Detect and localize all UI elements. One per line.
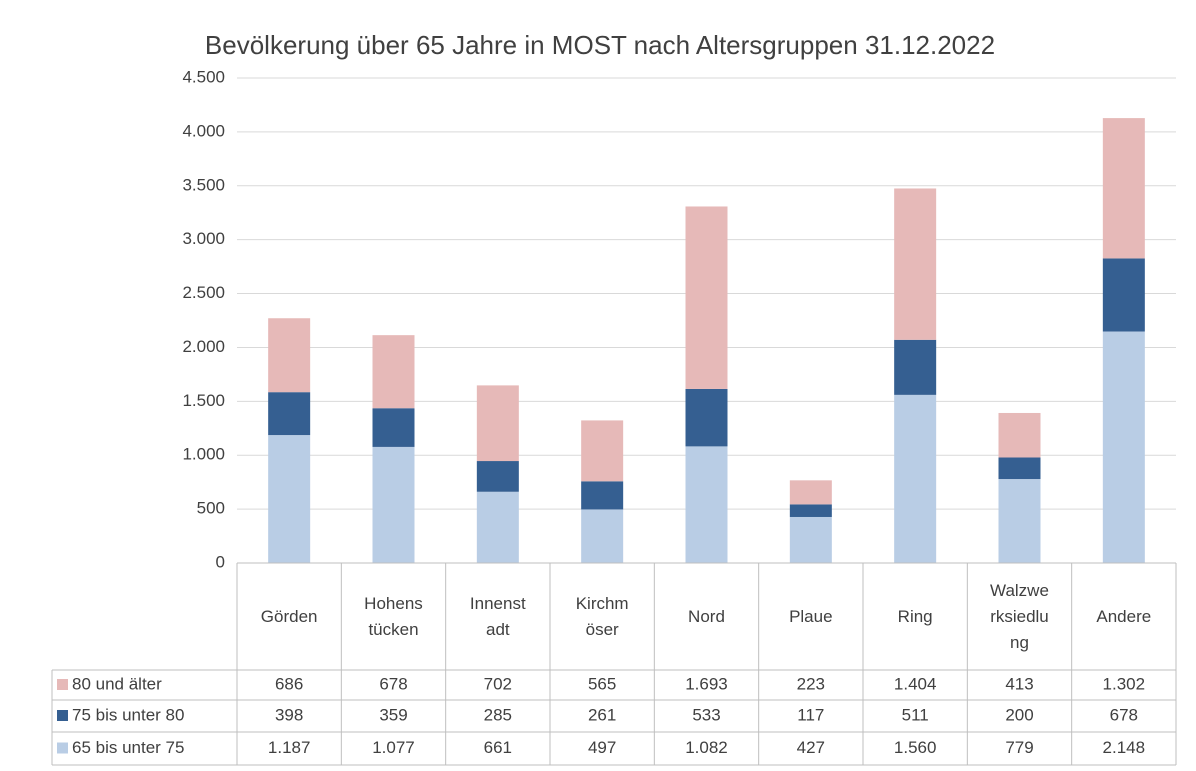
bar-segment [894, 339, 937, 395]
category-cell: Kirchmöser [550, 563, 654, 670]
bar-segment [998, 457, 1041, 480]
table-value: 533 [692, 705, 720, 724]
x-tick-label: Hohenstücken [364, 593, 423, 639]
table-value: 1.404 [894, 674, 937, 693]
table-value: 678 [379, 674, 407, 693]
x-tick-label: Görden [260, 606, 318, 626]
table-value: 779 [1005, 738, 1033, 757]
table-value: 702 [484, 674, 512, 693]
table-value: 1.693 [685, 674, 728, 693]
bar-segment [268, 392, 311, 436]
table-value: 511 [902, 705, 929, 724]
bar-segment [1102, 331, 1145, 563]
y-tick-label: 4.000 [182, 121, 225, 140]
category-cell: Walzwerksiedlung [967, 563, 1071, 670]
category-cell: Innenstadt [446, 563, 550, 670]
table-value: 359 [379, 705, 407, 724]
category-cell: Görden [237, 563, 341, 670]
category-cell: Andere [1072, 563, 1176, 670]
x-tick-label: Innenstadt [469, 593, 526, 639]
table-value: 200 [1005, 705, 1033, 724]
bar-segment [685, 206, 728, 389]
x-tick-label: Kirchmöser [575, 593, 629, 639]
bar-segment [894, 394, 937, 563]
x-tick-label: Nord [688, 606, 725, 626]
y-tick-label: 2.000 [182, 337, 225, 356]
table-value: 223 [797, 674, 825, 693]
chart-title: Bevölkerung über 65 Jahre in MOST nach A… [205, 30, 995, 60]
bar-segment [581, 481, 624, 510]
category-cell: Plaue [759, 563, 863, 670]
category-cell: Nord [654, 563, 758, 670]
table-value: 565 [588, 674, 616, 693]
category-cell: Innenstadt [446, 563, 550, 670]
bar-segment [789, 504, 832, 517]
bar-segment [476, 491, 519, 563]
x-tick-label: Andere [1096, 606, 1152, 626]
category-cell: Görden [237, 563, 341, 670]
bar-segment [268, 435, 311, 563]
y-tick-label: 500 [197, 499, 225, 518]
table-value: 261 [588, 705, 616, 724]
bar-segment [372, 408, 415, 447]
x-tick-label: Walzwerksiedlung [990, 580, 1049, 652]
legend-label: 75 bis unter 80 [72, 705, 184, 724]
y-tick-label: 1.500 [182, 391, 225, 410]
legend-swatch [57, 710, 68, 721]
table-value: 678 [1110, 705, 1138, 724]
legend-label: 65 bis unter 75 [72, 738, 184, 757]
category-cell: Ring [863, 563, 967, 670]
bar-segment [268, 318, 311, 393]
table-value: 285 [484, 705, 512, 724]
y-tick-label: 3.000 [182, 229, 225, 248]
bar-segment [894, 188, 937, 340]
bar-segment [476, 461, 519, 492]
category-cell: Plaue [759, 563, 863, 670]
bar-segment [372, 446, 415, 563]
category-cell: Hohenstücken [341, 563, 445, 670]
bar-segment [789, 516, 832, 563]
table-value: 2.148 [1103, 738, 1146, 757]
y-tick-label: 0 [216, 552, 225, 571]
y-tick-label: 4.500 [182, 67, 225, 86]
table-value: 398 [275, 705, 303, 724]
table-value: 117 [797, 705, 824, 724]
table-value: 661 [484, 738, 512, 757]
table-value: 497 [588, 738, 616, 757]
table-value: 1.187 [268, 738, 311, 757]
x-tick-label: Plaue [789, 606, 833, 626]
y-tick-label: 3.500 [182, 175, 225, 194]
legend-swatch [57, 742, 68, 754]
bar-segment [581, 509, 624, 563]
table-value: 1.560 [894, 738, 937, 757]
table-value: 686 [275, 674, 303, 693]
bar-segment [581, 420, 624, 482]
bar-segment [685, 388, 728, 447]
table-value: 413 [1005, 674, 1033, 693]
category-cell: Ring [863, 563, 967, 670]
category-cell: Kirchmöser [550, 563, 654, 670]
bar-segment [998, 479, 1041, 563]
legend-swatch [57, 679, 68, 690]
table-value: 1.077 [372, 738, 415, 757]
category-cell: Nord [654, 563, 758, 670]
x-tick-label: Ring [897, 606, 933, 626]
legend-label: 80 und älter [72, 674, 162, 693]
category-cell: Andere [1072, 563, 1176, 670]
table-value: 427 [797, 738, 825, 757]
table-value: 1.302 [1103, 674, 1146, 693]
y-tick-label: 2.500 [182, 283, 225, 302]
bar-segment [789, 480, 832, 505]
bar-segment [998, 412, 1041, 458]
y-tick-label: 1.000 [182, 445, 225, 464]
bar-segment [1102, 258, 1145, 332]
category-cell: Hohenstücken [341, 563, 445, 670]
table-value: 1.082 [685, 738, 728, 757]
bar-segment [372, 335, 415, 409]
bar-segment [685, 446, 728, 563]
bar-segment [1102, 118, 1145, 259]
bar-segment [476, 385, 519, 462]
category-cell: Walzwerksiedlung [967, 563, 1071, 670]
